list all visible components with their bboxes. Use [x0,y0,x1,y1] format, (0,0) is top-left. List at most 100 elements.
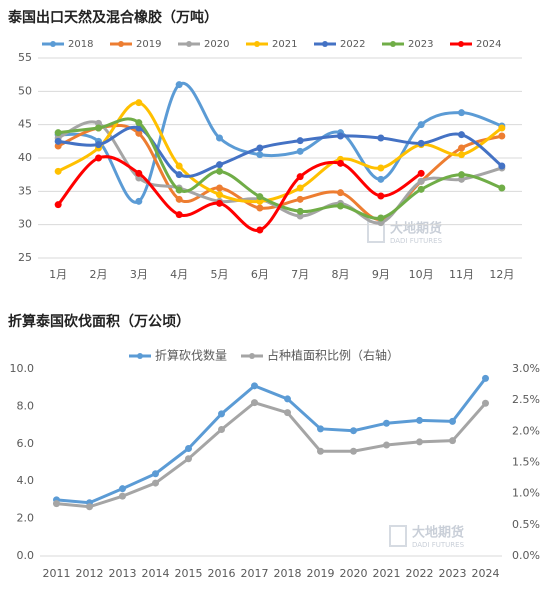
data-point [296,207,304,215]
data-point [377,134,385,142]
data-point [498,124,506,132]
x-tick-label: 2019 [307,567,335,580]
data-point [175,162,183,170]
data-point [135,169,143,177]
x-tick-label: 7月 [291,268,309,281]
data-point [95,124,102,132]
data-point [458,151,465,159]
data-point [86,503,93,511]
data-point [216,191,223,199]
data-point [416,438,423,446]
data-point [152,479,159,487]
data-point [458,109,465,117]
data-point [185,444,192,452]
x-tick-label: 4月 [170,268,188,281]
legend-label: 2018 [68,39,93,50]
legend-marker [249,353,255,359]
data-point [417,169,425,177]
y-tick-label: 40 [18,151,32,164]
data-point [317,447,324,455]
data-point [337,132,344,140]
chart-title: 折算泰国砍伐面积（万公顷） [8,313,190,330]
data-point [458,144,465,152]
data-point [377,214,385,222]
legend-marker [186,41,192,47]
legend-marker [137,353,143,359]
y-tick-label: 4.0 [17,474,35,487]
data-point [54,167,62,175]
x-tick-label: 2011 [43,567,71,580]
data-point [216,199,223,207]
x-tick-label: 1月 [49,268,67,281]
data-point [175,171,183,179]
data-point [417,139,425,147]
x-tick-label: 2022 [406,567,434,580]
series-line [56,400,487,509]
data-point [296,173,304,181]
x-tick-label: 2015 [175,567,203,580]
x-tick-label: 9月 [372,268,390,281]
data-point [296,147,304,155]
data-point [284,395,291,403]
y2-tick-label: 2.0% [512,424,540,437]
y-tick-label: 50 [18,84,32,97]
watermark: 大地期货 [412,525,464,541]
data-point [256,151,264,159]
data-point [256,204,264,212]
y2-tick-label: 1.5% [512,456,540,469]
x-tick-label: 2016 [208,567,236,580]
y-tick-label: 8.0 [17,399,35,412]
watermark: DADI FUTURES [390,237,443,245]
data-point [218,410,225,418]
x-tick-label: 11月 [449,268,474,281]
x-tick-label: 2021 [373,567,401,580]
data-point [498,162,506,170]
x-tick-label: 2018 [274,567,302,580]
data-point [54,129,62,137]
x-tick-label: 6月 [251,268,269,281]
data-point [337,189,344,197]
data-point [383,419,390,427]
x-tick-label: 2月 [90,268,108,281]
data-point [119,492,126,500]
data-point [482,399,489,407]
y-tick-label: 45 [18,118,32,131]
data-point [251,382,258,390]
data-point [54,137,62,145]
legend-label: 2024 [476,39,501,50]
legend-marker [254,41,260,47]
y-tick-label: 55 [18,51,32,64]
legend-label: 占种植面积比例（右轴） [267,348,399,363]
x-tick-label: 2024 [472,567,500,580]
watermark: 大地期货 [390,221,442,237]
x-tick-label: 2023 [439,567,467,580]
legend-label: 2020 [204,39,229,50]
data-point [256,193,264,201]
data-point [377,164,385,172]
data-point [417,121,425,129]
data-point [296,184,304,192]
x-tick-label: 8月 [332,268,350,281]
data-point [350,447,357,455]
data-point [377,192,385,200]
legend-marker [458,41,464,47]
y-tick-label: 25 [18,251,32,264]
data-point [251,399,258,407]
y-tick-label: 35 [18,184,32,197]
data-point [119,485,126,493]
data-point [458,131,465,139]
x-tick-label: 2017 [241,567,269,580]
legend-marker [322,41,328,47]
legend-label: 2022 [340,39,365,50]
data-point [284,409,291,417]
data-point [216,167,223,175]
watermark: DADI FUTURES [412,541,465,549]
data-point [135,119,143,127]
data-point [256,144,264,152]
data-point [54,201,62,209]
data-point [175,211,183,219]
data-point [216,134,223,142]
data-point [416,416,423,424]
y2-tick-label: 2.5% [512,393,540,406]
y-tick-label: 2.0 [17,512,35,525]
